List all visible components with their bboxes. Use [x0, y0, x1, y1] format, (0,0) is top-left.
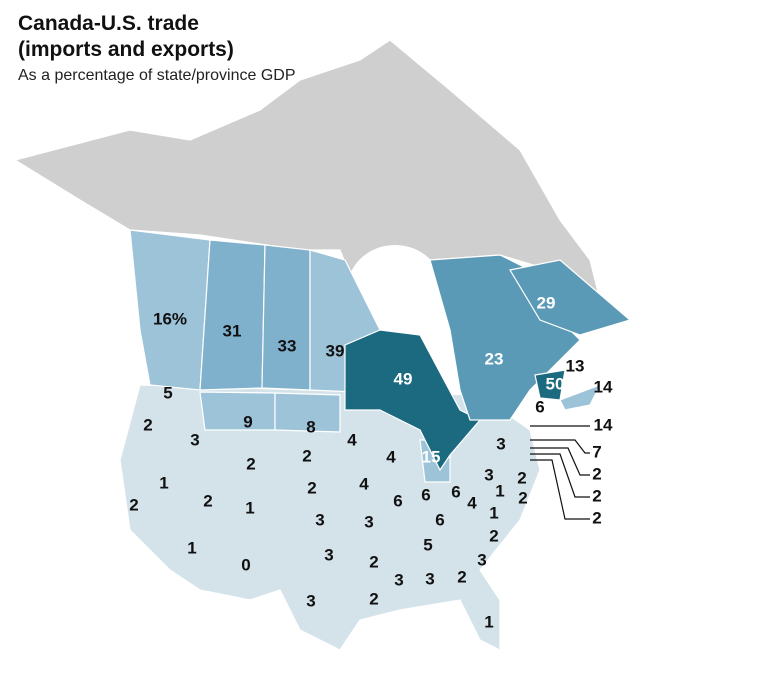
region-label: 2: [518, 488, 527, 507]
leader: [530, 447, 590, 476]
region-label: 1: [187, 538, 196, 557]
leader: [530, 439, 590, 454]
region-label: 3: [496, 434, 505, 453]
labrador: [509, 259, 632, 336]
region-label: 3: [425, 569, 434, 588]
region-label: 6: [393, 491, 402, 510]
region-label: 2: [592, 486, 601, 505]
region-label: 6: [435, 510, 444, 529]
region-label: 2: [143, 415, 152, 434]
region-label: 0: [241, 555, 250, 574]
region-label: 3: [324, 545, 333, 564]
region-label: 2: [369, 552, 378, 571]
ontario: [344, 329, 481, 472]
region-label: 16%: [153, 309, 187, 328]
leader: [530, 459, 590, 520]
region-label: 23: [485, 349, 504, 368]
region-label: 6: [535, 397, 544, 416]
region-label: 2: [203, 491, 212, 510]
region-label: 1: [159, 473, 168, 492]
region-label: 9: [243, 412, 252, 431]
region-label: 13: [566, 356, 585, 375]
north-dakota: [274, 392, 341, 433]
region-label: 3: [315, 510, 324, 529]
region-label: 2: [246, 454, 255, 473]
region-label: 2: [307, 478, 316, 497]
region-label: 4: [359, 474, 369, 493]
region-label: 4: [347, 430, 357, 449]
region-label: 2: [302, 446, 311, 465]
region-label: 14: [594, 377, 613, 396]
leaders: [530, 425, 590, 520]
region-label: 3: [190, 430, 199, 449]
region-label: 7: [592, 442, 601, 461]
region-label: 29: [537, 293, 556, 312]
subtitle: As a percentage of state/province GDP: [18, 67, 295, 84]
region-label: 6: [421, 485, 430, 504]
region-label: 8: [306, 417, 315, 436]
title: (imports and exports): [18, 38, 234, 61]
saskatchewan: [261, 244, 311, 391]
region-label: 3: [477, 550, 486, 569]
region-label: 4: [386, 447, 396, 466]
region-label: 4: [467, 493, 477, 512]
region-label: 5: [163, 383, 172, 402]
montana: [199, 391, 276, 431]
region-label: 3: [394, 570, 403, 589]
region-label: 2: [457, 567, 466, 586]
region-label: 2: [369, 589, 378, 608]
region-label: 1: [245, 498, 254, 517]
region-label: 5: [423, 535, 432, 554]
region-label: 2: [592, 508, 601, 527]
region-label: 14: [594, 415, 613, 434]
region-label: 33: [278, 336, 297, 355]
region-label: 3: [484, 465, 493, 484]
region-label: 3: [364, 512, 373, 531]
region-label: 6: [451, 482, 460, 501]
region-label: 2: [129, 495, 138, 514]
region-label: 15: [422, 447, 441, 466]
region-label: 39: [326, 341, 345, 360]
region-label: 1: [495, 481, 504, 500]
region-label: 1: [489, 503, 498, 522]
region-label: 1: [484, 612, 493, 631]
leader: [530, 453, 590, 498]
region-label: 50: [546, 374, 565, 393]
alberta: [199, 239, 266, 391]
region-label: 31: [223, 321, 242, 340]
region-label: 49: [394, 369, 413, 388]
title: Canada-U.S. trade: [18, 12, 199, 35]
region-label: 2: [489, 526, 498, 545]
land: [13, 39, 632, 651]
region-label: 2: [592, 464, 601, 483]
region-label: 3: [306, 591, 315, 610]
nova-scotia: [559, 383, 602, 411]
region-label: 2: [517, 468, 526, 487]
